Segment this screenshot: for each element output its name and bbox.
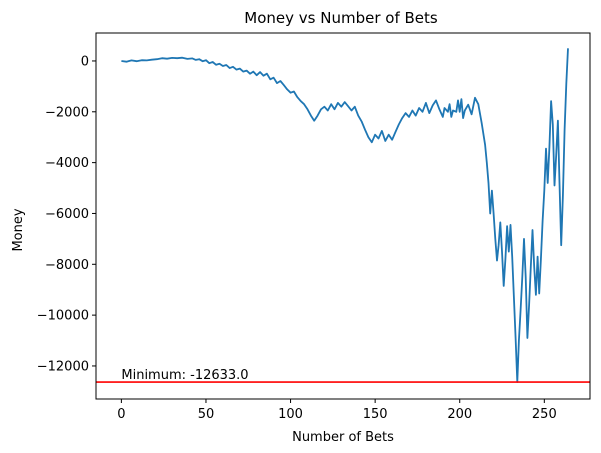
x-tick-label: 50 bbox=[198, 407, 215, 422]
x-axis: 0 50 100 150 200 250 bbox=[117, 399, 557, 422]
y-tick-label: −10000 bbox=[37, 309, 89, 324]
chart-title: Money vs Number of Bets bbox=[244, 9, 438, 27]
x-tick-label: 100 bbox=[278, 407, 303, 422]
y-tick-label: −4000 bbox=[45, 156, 89, 171]
y-tick-label: 0 bbox=[81, 54, 89, 69]
y-tick-label: −12000 bbox=[37, 359, 89, 374]
x-axis-label: Number of Bets bbox=[292, 430, 394, 445]
series-line-0 bbox=[121, 48, 569, 383]
minimum-annotation: Minimum: -12633.0 bbox=[121, 368, 248, 383]
plot-frame bbox=[95, 32, 591, 400]
y-tick-label: −6000 bbox=[45, 207, 89, 222]
plot-area: Minimum: -12633.0 bbox=[96, 48, 590, 383]
x-tick-label: 200 bbox=[447, 407, 472, 422]
y-tick-label: −2000 bbox=[45, 105, 89, 120]
x-tick-label: 0 bbox=[117, 407, 125, 422]
y-axis-label: Money bbox=[11, 208, 26, 251]
x-tick-label: 250 bbox=[532, 407, 557, 422]
x-tick-label: 150 bbox=[363, 407, 388, 422]
y-tick-label: −8000 bbox=[45, 258, 89, 273]
y-axis: −12000 −10000 −8000 −6000 −4000 −2000 0 bbox=[37, 54, 96, 374]
